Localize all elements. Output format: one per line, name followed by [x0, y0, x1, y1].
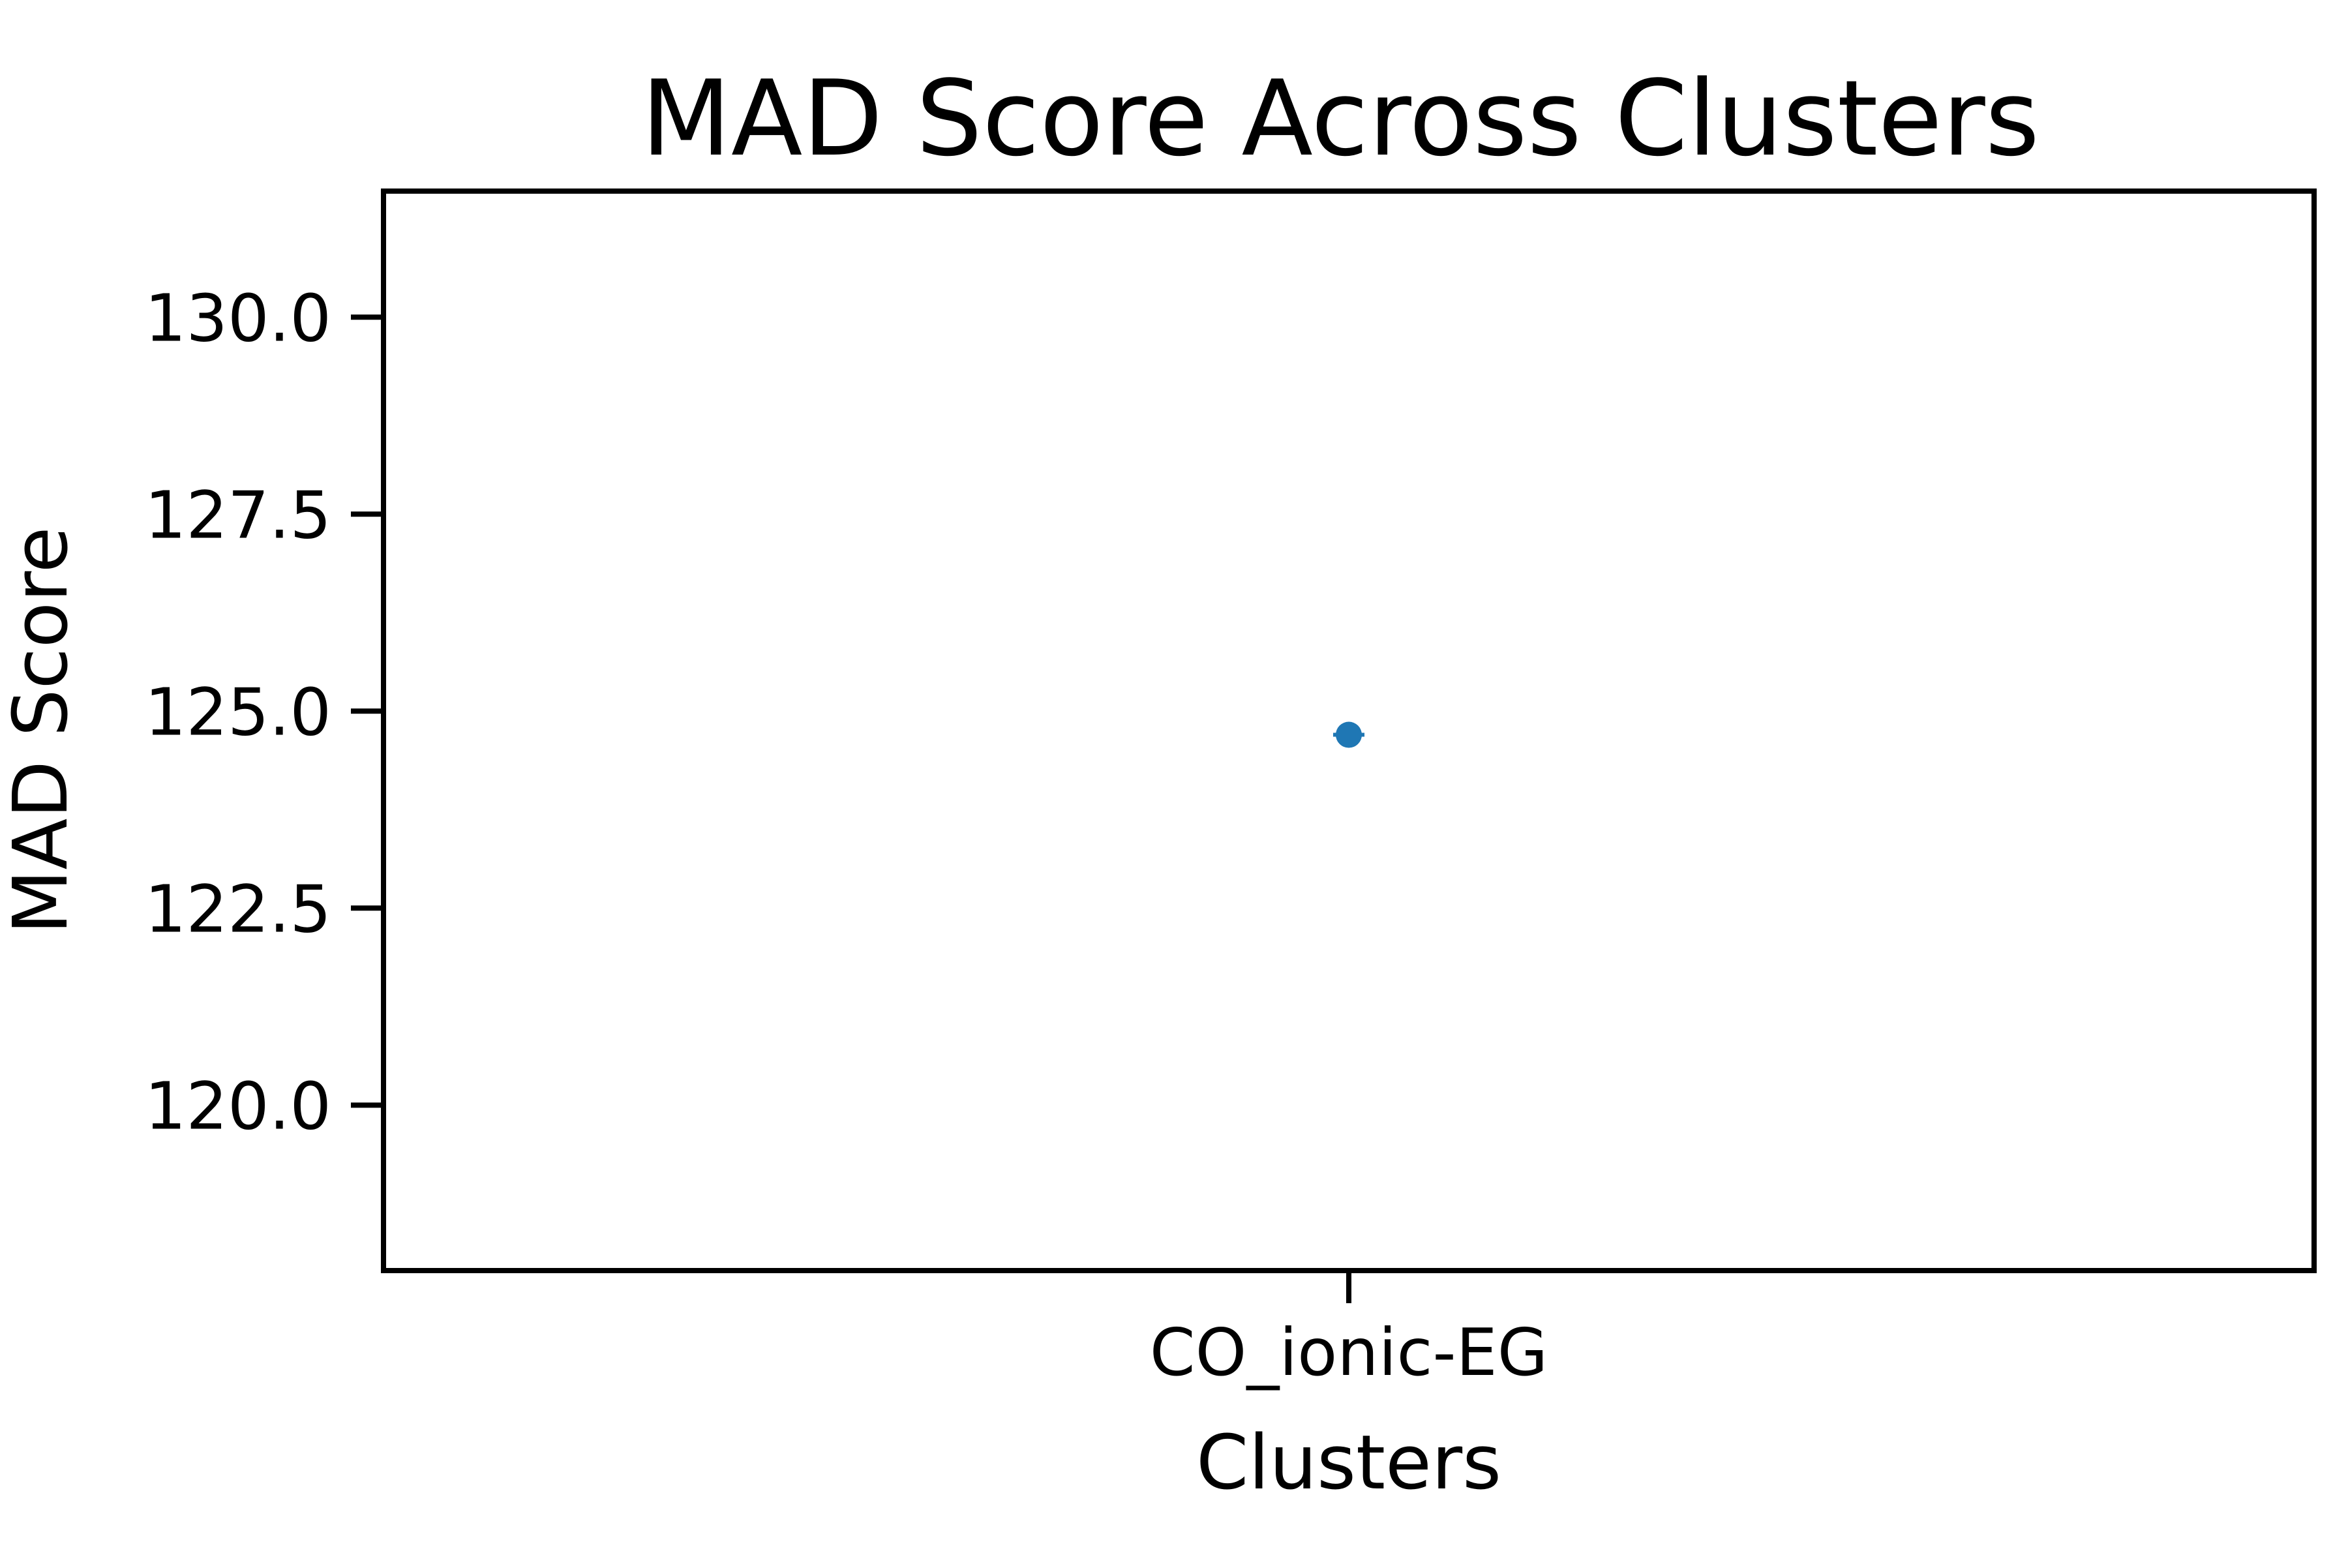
- data-points: [1333, 721, 1364, 748]
- y-tick-label: 130.0: [145, 280, 331, 356]
- y-axis-ticks: 120.0 122.5 125.0 127.5 130.0: [145, 280, 384, 1144]
- y-tick-label: 127.5: [145, 477, 331, 553]
- y-tick-label: 122.5: [145, 871, 331, 947]
- y-tick-label: 120.0: [145, 1068, 331, 1144]
- x-axis-label: Clusters: [1196, 1419, 1501, 1507]
- data-point: [1336, 721, 1362, 748]
- y-tick-label: 125.0: [145, 674, 331, 750]
- chart-title: MAD Score Across Clusters: [641, 57, 2039, 179]
- x-axis-ticks: CO_ionic-EG: [1150, 1271, 1548, 1391]
- y-axis-label: MAD Score: [0, 526, 85, 934]
- x-tick-label: CO_ionic-EG: [1150, 1314, 1548, 1391]
